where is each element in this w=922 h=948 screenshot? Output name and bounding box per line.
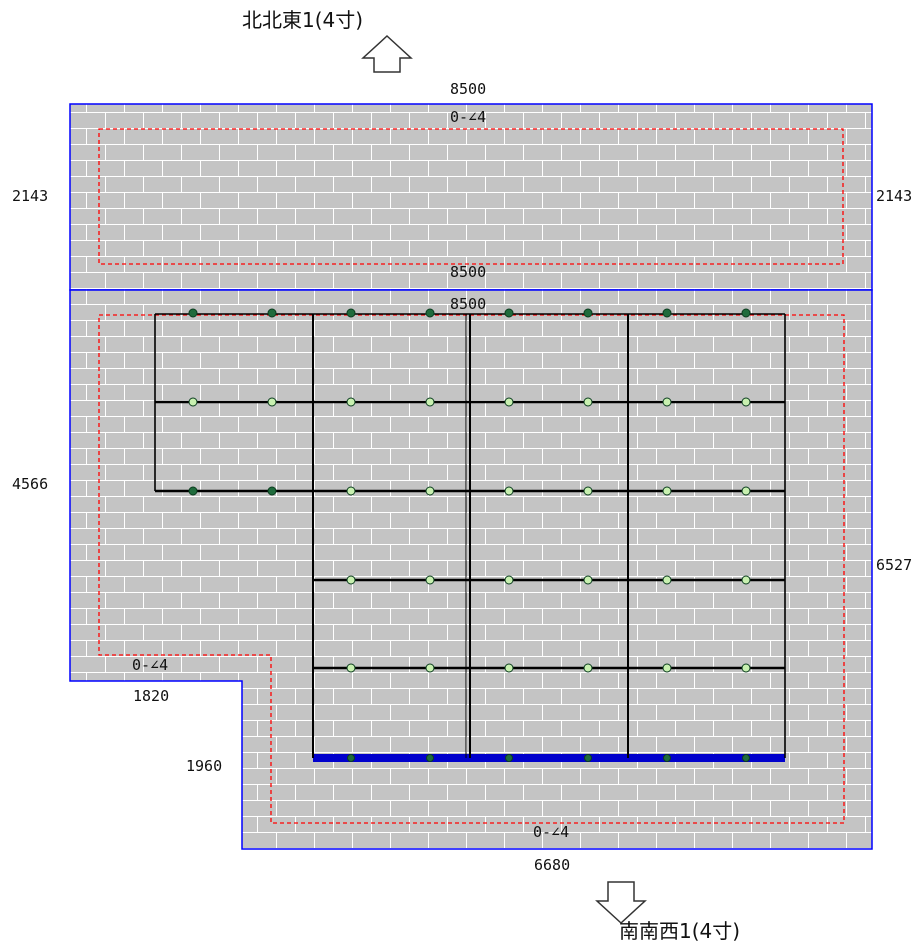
- fixing-point: [583, 486, 593, 496]
- fixing-point: [663, 754, 671, 762]
- fixing-point: [662, 575, 672, 585]
- fixing-point: [425, 397, 435, 407]
- lower-roof-notch-width: 1820: [133, 687, 170, 705]
- fixing-point: [267, 486, 277, 496]
- fixing-point: [741, 663, 751, 673]
- fixing-point: [505, 754, 513, 762]
- fixing-point: [741, 308, 751, 318]
- fixing-point: [504, 308, 514, 318]
- fixing-point: [346, 663, 356, 673]
- panel-array: [154, 313, 786, 762]
- lower-roof-right-height: 6527: [876, 556, 913, 574]
- upper-roof-slope-label: 0-∠4: [450, 108, 487, 126]
- fixing-point: [504, 397, 514, 407]
- north-direction-label: 北北東1(4寸): [242, 8, 364, 32]
- fixing-point: [741, 486, 751, 496]
- lower-roof-bottom-width: 6680: [534, 856, 571, 874]
- fixing-point: [583, 663, 593, 673]
- upper-roof-bottom-width: 8500: [450, 263, 487, 281]
- fixing-point: [583, 308, 593, 318]
- fixing-point: [742, 754, 750, 762]
- upper-roof-left-height: 2143: [12, 187, 49, 205]
- fixing-point: [425, 308, 435, 318]
- fixing-point: [425, 486, 435, 496]
- lower-roof-top-width: 8500: [450, 295, 487, 313]
- lower-roof-notch-height: 1960: [186, 757, 223, 775]
- lower-roof-setback-line: [98, 314, 845, 824]
- fixing-point: [267, 308, 277, 318]
- fixing-point: [346, 397, 356, 407]
- upper-roof-right-height: 2143: [876, 187, 913, 205]
- fixing-point: [504, 575, 514, 585]
- lower-roof-left-height: 4566: [12, 475, 49, 493]
- fixing-point: [188, 486, 198, 496]
- arrow-down-outline-icon: [595, 881, 647, 925]
- fixing-point: [425, 575, 435, 585]
- fixing-point: [188, 397, 198, 407]
- fixing-point: [504, 663, 514, 673]
- fixing-point: [583, 397, 593, 407]
- fixing-point: [346, 308, 356, 318]
- fixing-point: [267, 397, 277, 407]
- eave-rail: [313, 754, 785, 762]
- upper-roof-face: [69, 103, 873, 291]
- arrow-up-outline-icon: [361, 34, 413, 73]
- upper-roof-top-width: 8500: [450, 80, 487, 98]
- lower-roof-slope-label-left: 0-∠4: [132, 656, 169, 674]
- fixing-point: [662, 397, 672, 407]
- fixing-point: [662, 486, 672, 496]
- upper-roof-setback-line: [98, 128, 844, 265]
- fixing-point: [426, 754, 434, 762]
- fixing-points: [188, 308, 751, 762]
- south-direction-label: 南南西1(4寸): [619, 919, 741, 943]
- lower-roof-slope-label-bottom: 0-∠4: [533, 823, 570, 841]
- fixing-point: [346, 486, 356, 496]
- fixing-point: [662, 663, 672, 673]
- fixing-point: [188, 308, 198, 318]
- fixing-point: [504, 486, 514, 496]
- fixing-point: [662, 308, 672, 318]
- fixing-point: [346, 575, 356, 585]
- fixing-point: [347, 754, 355, 762]
- fixing-point: [584, 754, 592, 762]
- fixing-point: [425, 663, 435, 673]
- fixing-point: [583, 575, 593, 585]
- fixing-point: [741, 575, 751, 585]
- fixing-point: [741, 397, 751, 407]
